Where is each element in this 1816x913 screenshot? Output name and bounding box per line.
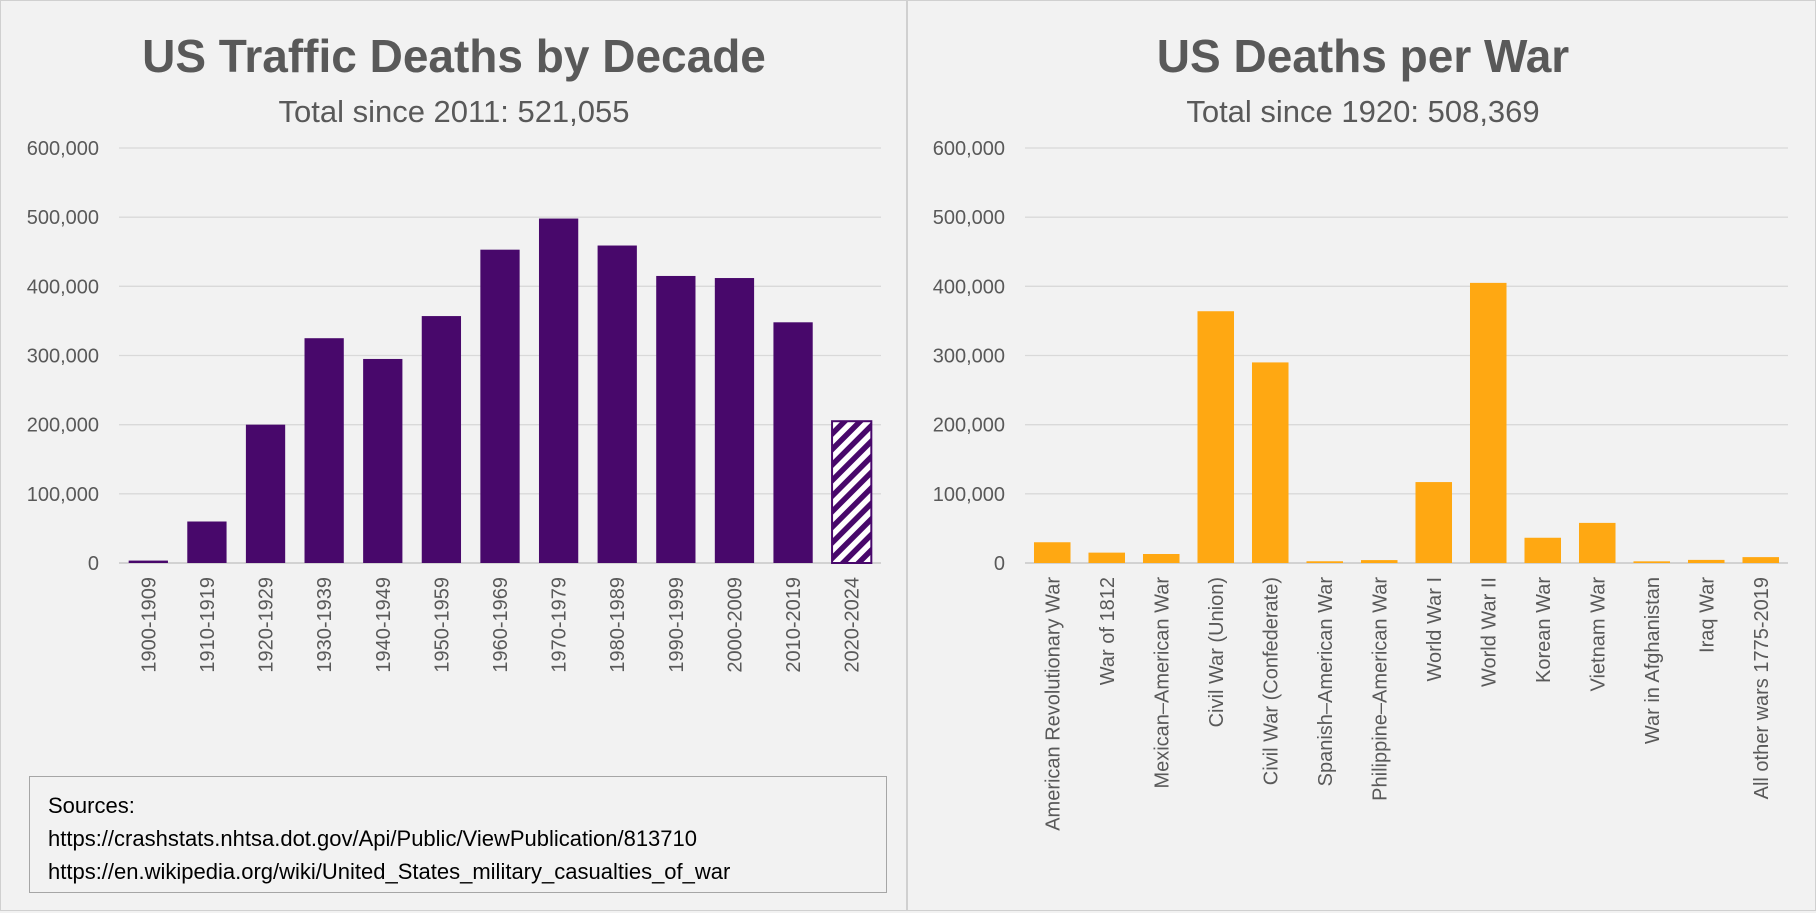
war-bar-iraq-war: [1687, 559, 1725, 563]
war-category-label: Civil War (Confederate): [1260, 577, 1282, 785]
war-bar-philippine-american-war: [1360, 560, 1398, 563]
traffic-category-label: 2020-2024: [842, 577, 864, 673]
traffic-bar-2020-2024: [831, 420, 873, 565]
traffic-bar-1990-1999: [656, 275, 696, 563]
traffic-category-label: 1900-1909: [138, 577, 160, 673]
war-category-label: World War I: [1424, 577, 1446, 681]
traffic-bar-1960-1969: [480, 249, 520, 564]
war-bar-world-war-ii: [1469, 282, 1507, 563]
war-category-label: War in Afghanistan: [1642, 577, 1664, 744]
war-bar-all-other-wars-1775-2019: [1742, 557, 1780, 563]
war-category-label: Vietnam War: [1587, 577, 1609, 692]
traffic-x-axis: 1900-1909 1910-1919 1920-1929 1930-1939 1940…: [138, 577, 863, 673]
war-y-tick-label: 500,000: [933, 207, 1005, 229]
traffic-bar-2000-2009: [714, 278, 755, 563]
war-category-label: Spanish–American War: [1315, 577, 1337, 787]
traffic-category-label: 2000-2009: [724, 577, 746, 673]
traffic-chart-title: US Traffic Deaths by Decade: [142, 30, 766, 82]
traffic-y-tick-label: 400,000: [27, 276, 99, 298]
war-category-label: Civil War (Union): [1206, 577, 1228, 727]
traffic-category-label: 1910-1919: [197, 577, 219, 673]
traffic-category-label: 1980-1989: [607, 577, 629, 673]
war-bar-vietnam-war: [1578, 522, 1616, 563]
war-gridlines: [1025, 147, 1788, 564]
traffic-bar-1940-1949: [363, 358, 403, 563]
war-y-tick-label: 100,000: [933, 484, 1005, 506]
war-deaths-chart: US Deaths per War Total since 1920: 508,…: [933, 30, 1788, 831]
war-category-label: Korean War: [1533, 577, 1555, 683]
war-chart-subtitle: Total since 1920: 508,369: [1186, 94, 1539, 129]
traffic-category-label: 1990-1999: [666, 577, 688, 673]
war-bar-korean-war: [1524, 537, 1562, 563]
war-y-axis: 0 100,000 200,000 300,000 400,000 500,000 600,…: [933, 138, 1005, 575]
war-bar-american-revolutionary-war: [1033, 542, 1071, 563]
war-category-label: All other wars 1775-2019: [1751, 577, 1773, 799]
war-deaths-panel: US Deaths per War Total since 1920: 508,…: [907, 0, 1816, 911]
sources-box: Sources: https://crashstats.nhtsa.dot.go…: [29, 776, 887, 893]
war-bar-civil-war-confederate: [1251, 362, 1289, 563]
war-y-tick-label: 200,000: [933, 415, 1005, 437]
traffic-category-label: 1970-1979: [549, 577, 571, 673]
traffic-category-label: 1960-1969: [490, 577, 512, 673]
war-category-label: Philippine–American War: [1369, 577, 1391, 801]
traffic-category-label: 1940-1949: [373, 577, 395, 673]
traffic-bar-1980-1989: [597, 245, 637, 563]
war-y-tick-label: 300,000: [933, 346, 1005, 368]
traffic-category-label: 1920-1929: [256, 577, 278, 673]
war-y-tick-label: 400,000: [933, 276, 1005, 298]
traffic-y-axis: 0 100,000 200,000 300,000 400,000 500,000 600,…: [27, 138, 99, 575]
traffic-deaths-panel: US Traffic Deaths by Decade Total since …: [0, 0, 907, 911]
traffic-bar-1950-1959: [421, 316, 462, 563]
war-bar-war-in-afghanistan: [1633, 561, 1671, 563]
traffic-y-tick-label: 300,000: [27, 346, 99, 368]
traffic-y-tick-label: 500,000: [27, 207, 99, 229]
traffic-deaths-chart: US Traffic Deaths by Decade Total since …: [27, 30, 881, 673]
war-bar-mexican-american-war: [1142, 554, 1180, 563]
traffic-y-tick-label: 0: [88, 553, 99, 575]
war-chart-title: US Deaths per War: [1157, 30, 1570, 82]
war-bar-spanish-american-war: [1306, 561, 1344, 563]
traffic-y-tick-label: 200,000: [27, 415, 99, 437]
war-category-label: World War II: [1478, 577, 1500, 687]
war-bar-civil-war-union: [1197, 311, 1235, 563]
traffic-bar-1920-1929: [245, 424, 286, 563]
traffic-category-label: 1930-1939: [314, 577, 336, 673]
traffic-chart-subtitle: Total since 2011: 521,055: [278, 94, 629, 129]
war-bars: [1033, 282, 1780, 563]
source-link-wikipedia[interactable]: https://en.wikipedia.org/wiki/United_Sta…: [48, 859, 731, 884]
war-x-axis: American Revolutionary War War of 1812 Mex…: [1042, 577, 1773, 831]
source-link-nhtsa[interactable]: https://crashstats.nhtsa.dot.gov/Api/Pub…: [48, 826, 697, 851]
traffic-bar-1970-1979: [538, 218, 579, 564]
war-category-label: Iraq War: [1696, 577, 1718, 653]
war-category-label: American Revolutionary War: [1042, 577, 1064, 831]
war-y-tick-label: 600,000: [933, 138, 1005, 160]
sources-label: Sources:: [48, 793, 135, 818]
war-y-tick-label: 0: [994, 553, 1005, 575]
traffic-y-tick-label: 100,000: [27, 484, 99, 506]
traffic-y-tick-label: 600,000: [27, 138, 99, 160]
war-bar-war-of-1812: [1088, 552, 1126, 563]
traffic-bar-1930-1939: [304, 338, 344, 563]
traffic-category-label: 2010-2019: [783, 577, 805, 673]
traffic-bar-1900-1909: [128, 560, 168, 563]
war-category-label: Mexican–American War: [1151, 577, 1173, 789]
war-bar-world-war-i: [1415, 482, 1453, 563]
war-category-label: War of 1812: [1097, 577, 1119, 685]
traffic-bars: [128, 218, 873, 565]
traffic-category-label: 1950-1959: [431, 577, 453, 673]
traffic-bar-1910-1919: [187, 521, 227, 563]
traffic-bar-2010-2019: [773, 322, 813, 563]
